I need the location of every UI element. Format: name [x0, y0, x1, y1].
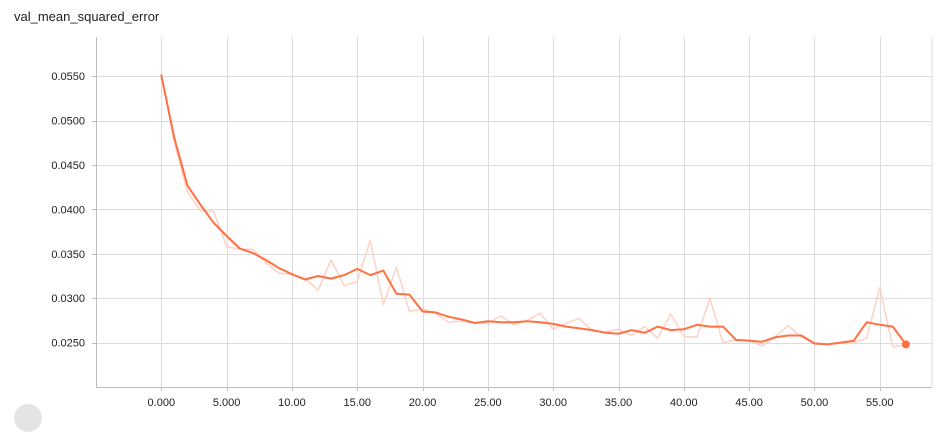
x-tick-label: 15.00 [343, 397, 371, 409]
chart-title: val_mean_squared_error [14, 9, 160, 24]
x-tick-label: 5.000 [213, 397, 241, 409]
line-chart: 0.000 5.000 10.00 15.00 20.00 25.00 30.00 35.00… [51, 37, 933, 409]
y-tick-label: 0.0350 [51, 249, 85, 261]
raw-series-line [160, 74, 907, 348]
y-tick-label: 0.0300 [51, 293, 85, 305]
y-tick-label: 0.0450 [51, 160, 85, 172]
x-tick-label: 50.00 [801, 397, 829, 409]
expand-chart-button[interactable] [14, 404, 42, 432]
x-tick-label: 35.00 [605, 397, 633, 409]
x-tick-label: 10.00 [278, 397, 306, 409]
last-point-marker [901, 340, 910, 349]
x-tick-label: 0.000 [148, 397, 176, 409]
x-tick-label: 25.00 [474, 397, 502, 409]
x-tick-label: 40.00 [670, 397, 698, 409]
y-tick-label: 0.0400 [51, 204, 85, 216]
y-tick-label: 0.0550 [51, 71, 85, 83]
x-tick-label: 45.00 [735, 397, 763, 409]
smoothed-series-line [160, 74, 907, 346]
y-tick-label: 0.0250 [51, 338, 85, 350]
y-tick-label: 0.0500 [51, 116, 85, 128]
x-tick-label: 55.00 [866, 397, 894, 409]
x-tick-label: 20.00 [409, 397, 437, 409]
x-tick-label: 30.00 [539, 397, 567, 409]
